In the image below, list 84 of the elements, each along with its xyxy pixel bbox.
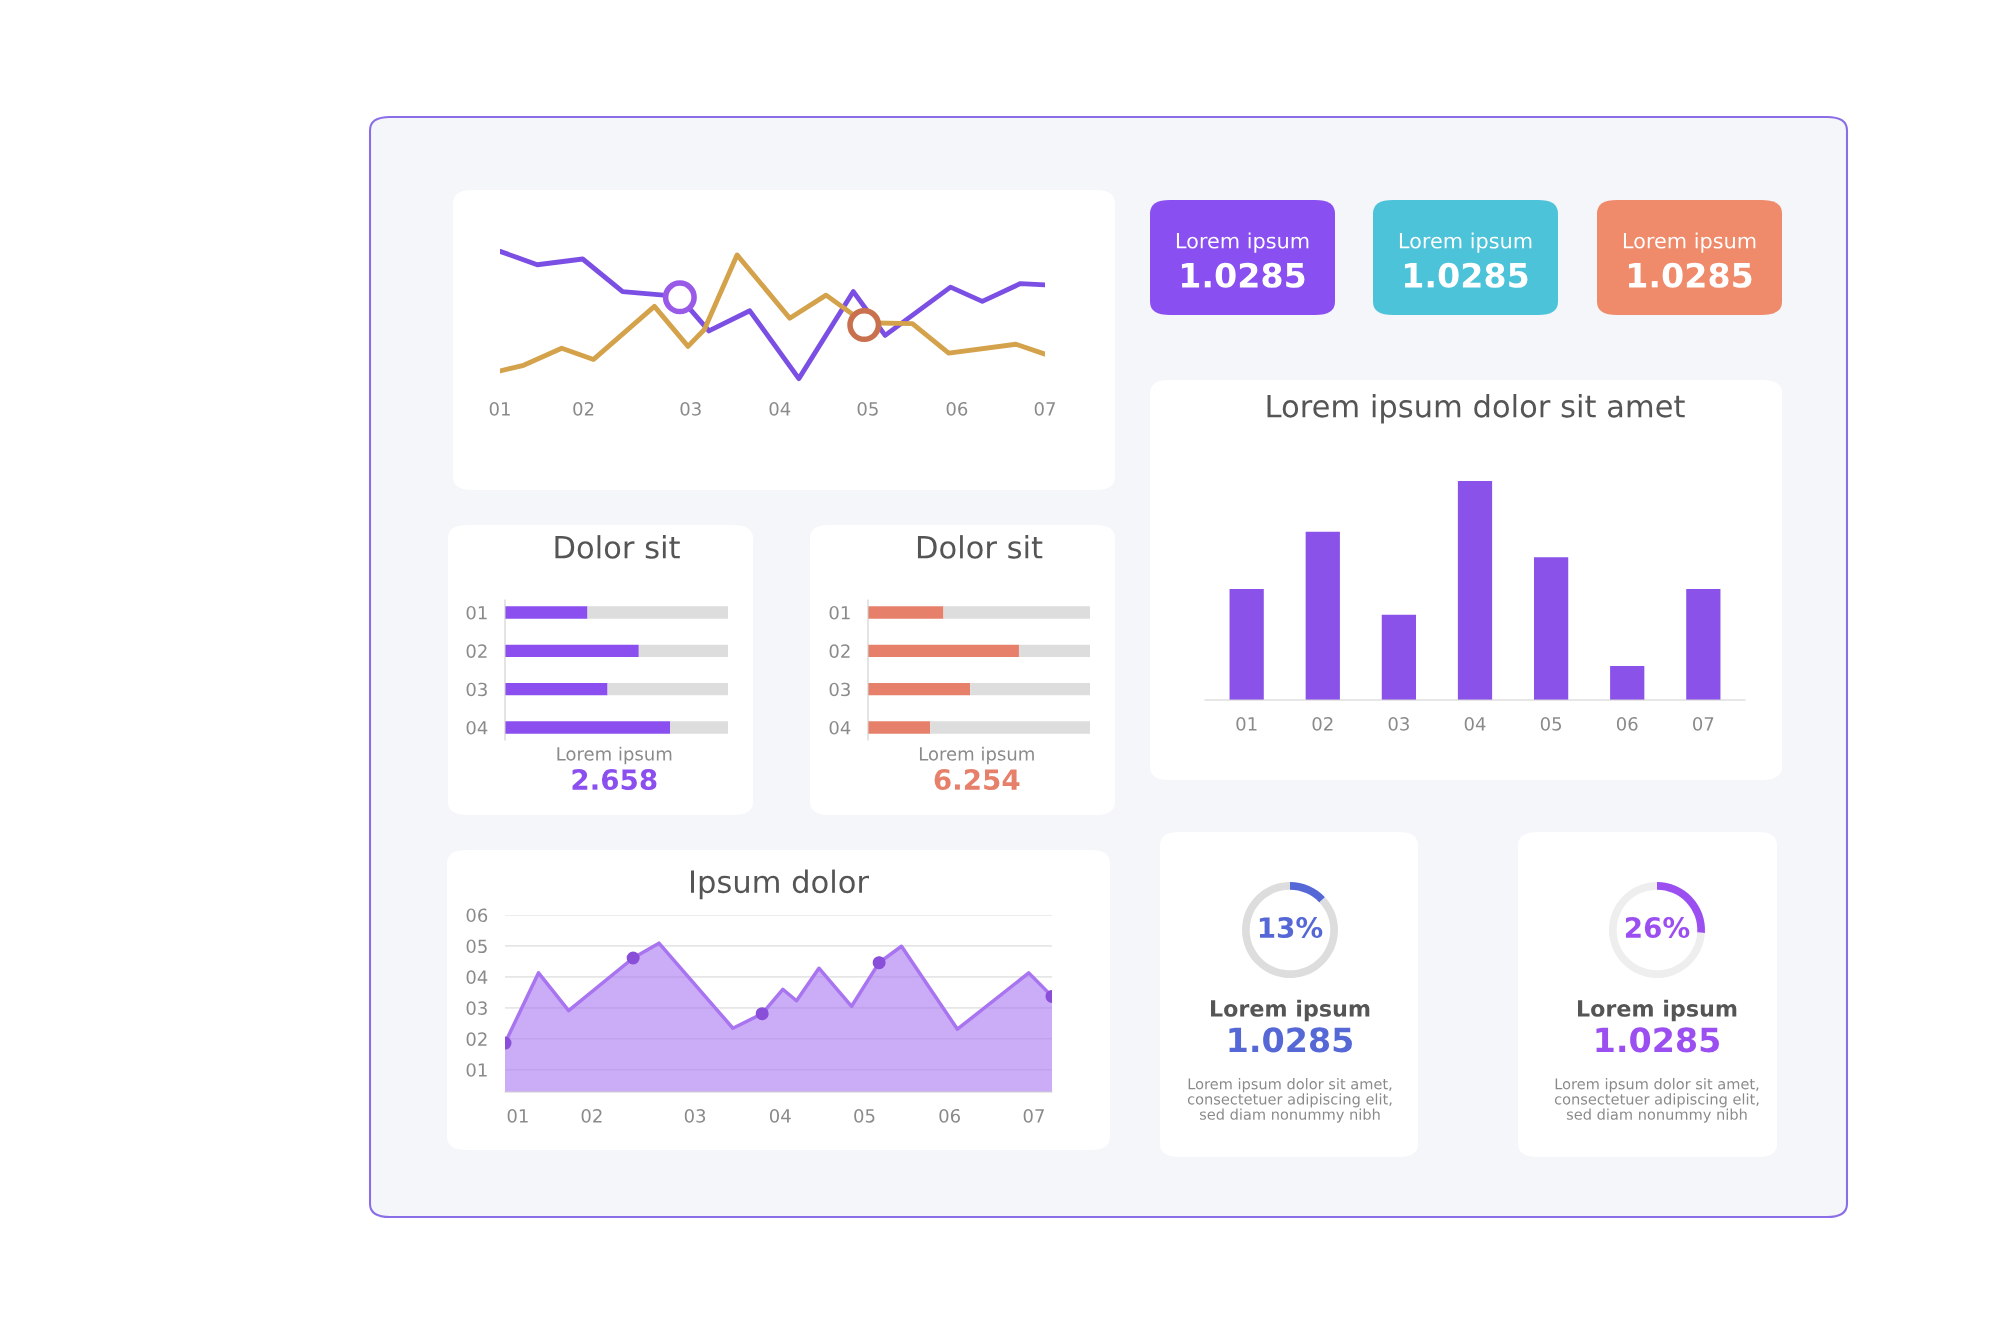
x-tick-label: 06 (1616, 716, 1638, 731)
bar (943, 606, 1090, 619)
bar (868, 683, 971, 696)
bar (1305, 531, 1340, 700)
data-label: 26% (1625, 917, 1690, 939)
x-tick-label: 02 (581, 1108, 602, 1123)
x-tick-label: 07 (1034, 401, 1055, 416)
text: 1.0285 (1596, 1027, 1719, 1053)
x-tick-label: 03 (1388, 716, 1409, 731)
bar (505, 683, 608, 696)
y-tick-label: 01 (466, 605, 487, 620)
text: Lorem ipsum (1399, 232, 1532, 253)
text: 1.0285 (1181, 262, 1305, 288)
donut-slice (1290, 882, 1325, 903)
bar (607, 683, 728, 696)
x-tick-label: 05 (1540, 716, 1562, 731)
bar (1610, 666, 1645, 700)
data-label: 13% (1259, 917, 1323, 939)
text: Lorem ipsum (1211, 999, 1370, 1022)
y-tick-label: 05 (466, 939, 487, 954)
x-tick-label: 02 (1312, 716, 1333, 731)
chart-title: Ipsum dolor (690, 869, 869, 900)
x-tick-label: 04 (1464, 716, 1486, 731)
text: Lorem ipsum dolor sit amet, consectetuer adipiscing elit, sed diam nonummy nibh (1187, 1078, 1392, 1123)
y-tick-label: 03 (829, 682, 850, 697)
bar (638, 644, 728, 657)
text: 1.0285 (1229, 1027, 1352, 1053)
bar (670, 721, 728, 734)
text: Lorem ipsum (1176, 232, 1309, 253)
point (626, 951, 640, 965)
text: 2.658 (572, 769, 657, 791)
x-tick-label: 03 (680, 401, 701, 416)
bar (1229, 588, 1264, 700)
x-tick-label: 06 (939, 1108, 960, 1123)
x-tick-label: 05 (854, 1108, 875, 1123)
bar (930, 721, 1090, 734)
bar (1686, 588, 1721, 700)
bar (1533, 557, 1569, 700)
y-tick-label: 03 (466, 1001, 487, 1015)
y-tick-label: 01 (466, 1063, 487, 1077)
text: 1.0285 (1404, 262, 1528, 288)
x-tick-label: 04 (769, 401, 791, 416)
bar (868, 644, 1019, 657)
y-tick-label: 02 (466, 1032, 487, 1046)
x-tick-label: 04 (769, 1108, 791, 1123)
x-tick-label: 02 (573, 401, 594, 416)
point (755, 1007, 769, 1021)
chart-title: Dolor sit (555, 535, 680, 559)
bar (970, 683, 1090, 696)
bar (1381, 614, 1417, 700)
y-tick-label: 06 (466, 908, 488, 923)
x-tick-label: 07 (1023, 1108, 1044, 1123)
chart-title: Dolor sit (917, 535, 1043, 559)
x-tick-label: 03 (684, 1108, 706, 1123)
chart-title: Lorem ipsum dolor sit amet (1267, 394, 1685, 424)
bar (868, 606, 944, 619)
y-tick-label: 04 (466, 970, 488, 984)
x-tick-label: 01 (507, 1108, 528, 1123)
text: Lorem ipsum (1623, 232, 1756, 253)
point (872, 956, 886, 970)
y-tick-label: 01 (829, 605, 850, 620)
x-tick-label: 06 (946, 401, 968, 416)
bar (587, 606, 728, 619)
x-tick-label: 05 (857, 401, 878, 416)
bar (868, 721, 931, 734)
donut-slice (1242, 882, 1338, 978)
bar (505, 644, 639, 657)
y-tick-label: 02 (466, 644, 487, 658)
bar (1457, 480, 1493, 700)
donut-slice (1609, 882, 1705, 978)
x-tick-label: 01 (489, 401, 510, 416)
x-tick-label: 01 (1236, 716, 1257, 731)
text: 1.0285 (1628, 262, 1752, 288)
bar (1018, 644, 1090, 657)
text: Lorem ipsum (1578, 999, 1737, 1022)
y-tick-label: 02 (829, 644, 850, 658)
text: Lorem ipsum (919, 746, 1034, 765)
bar (505, 606, 588, 619)
text: Lorem ipsum (557, 746, 672, 765)
y-tick-label: 03 (466, 682, 487, 697)
x-tick-label: 07 (1693, 716, 1714, 731)
text: Lorem ipsum dolor sit amet, consectetuer adipiscing elit, sed diam nonummy nibh (1554, 1078, 1759, 1123)
text: 6.254 (934, 769, 1020, 791)
bar (505, 721, 671, 734)
